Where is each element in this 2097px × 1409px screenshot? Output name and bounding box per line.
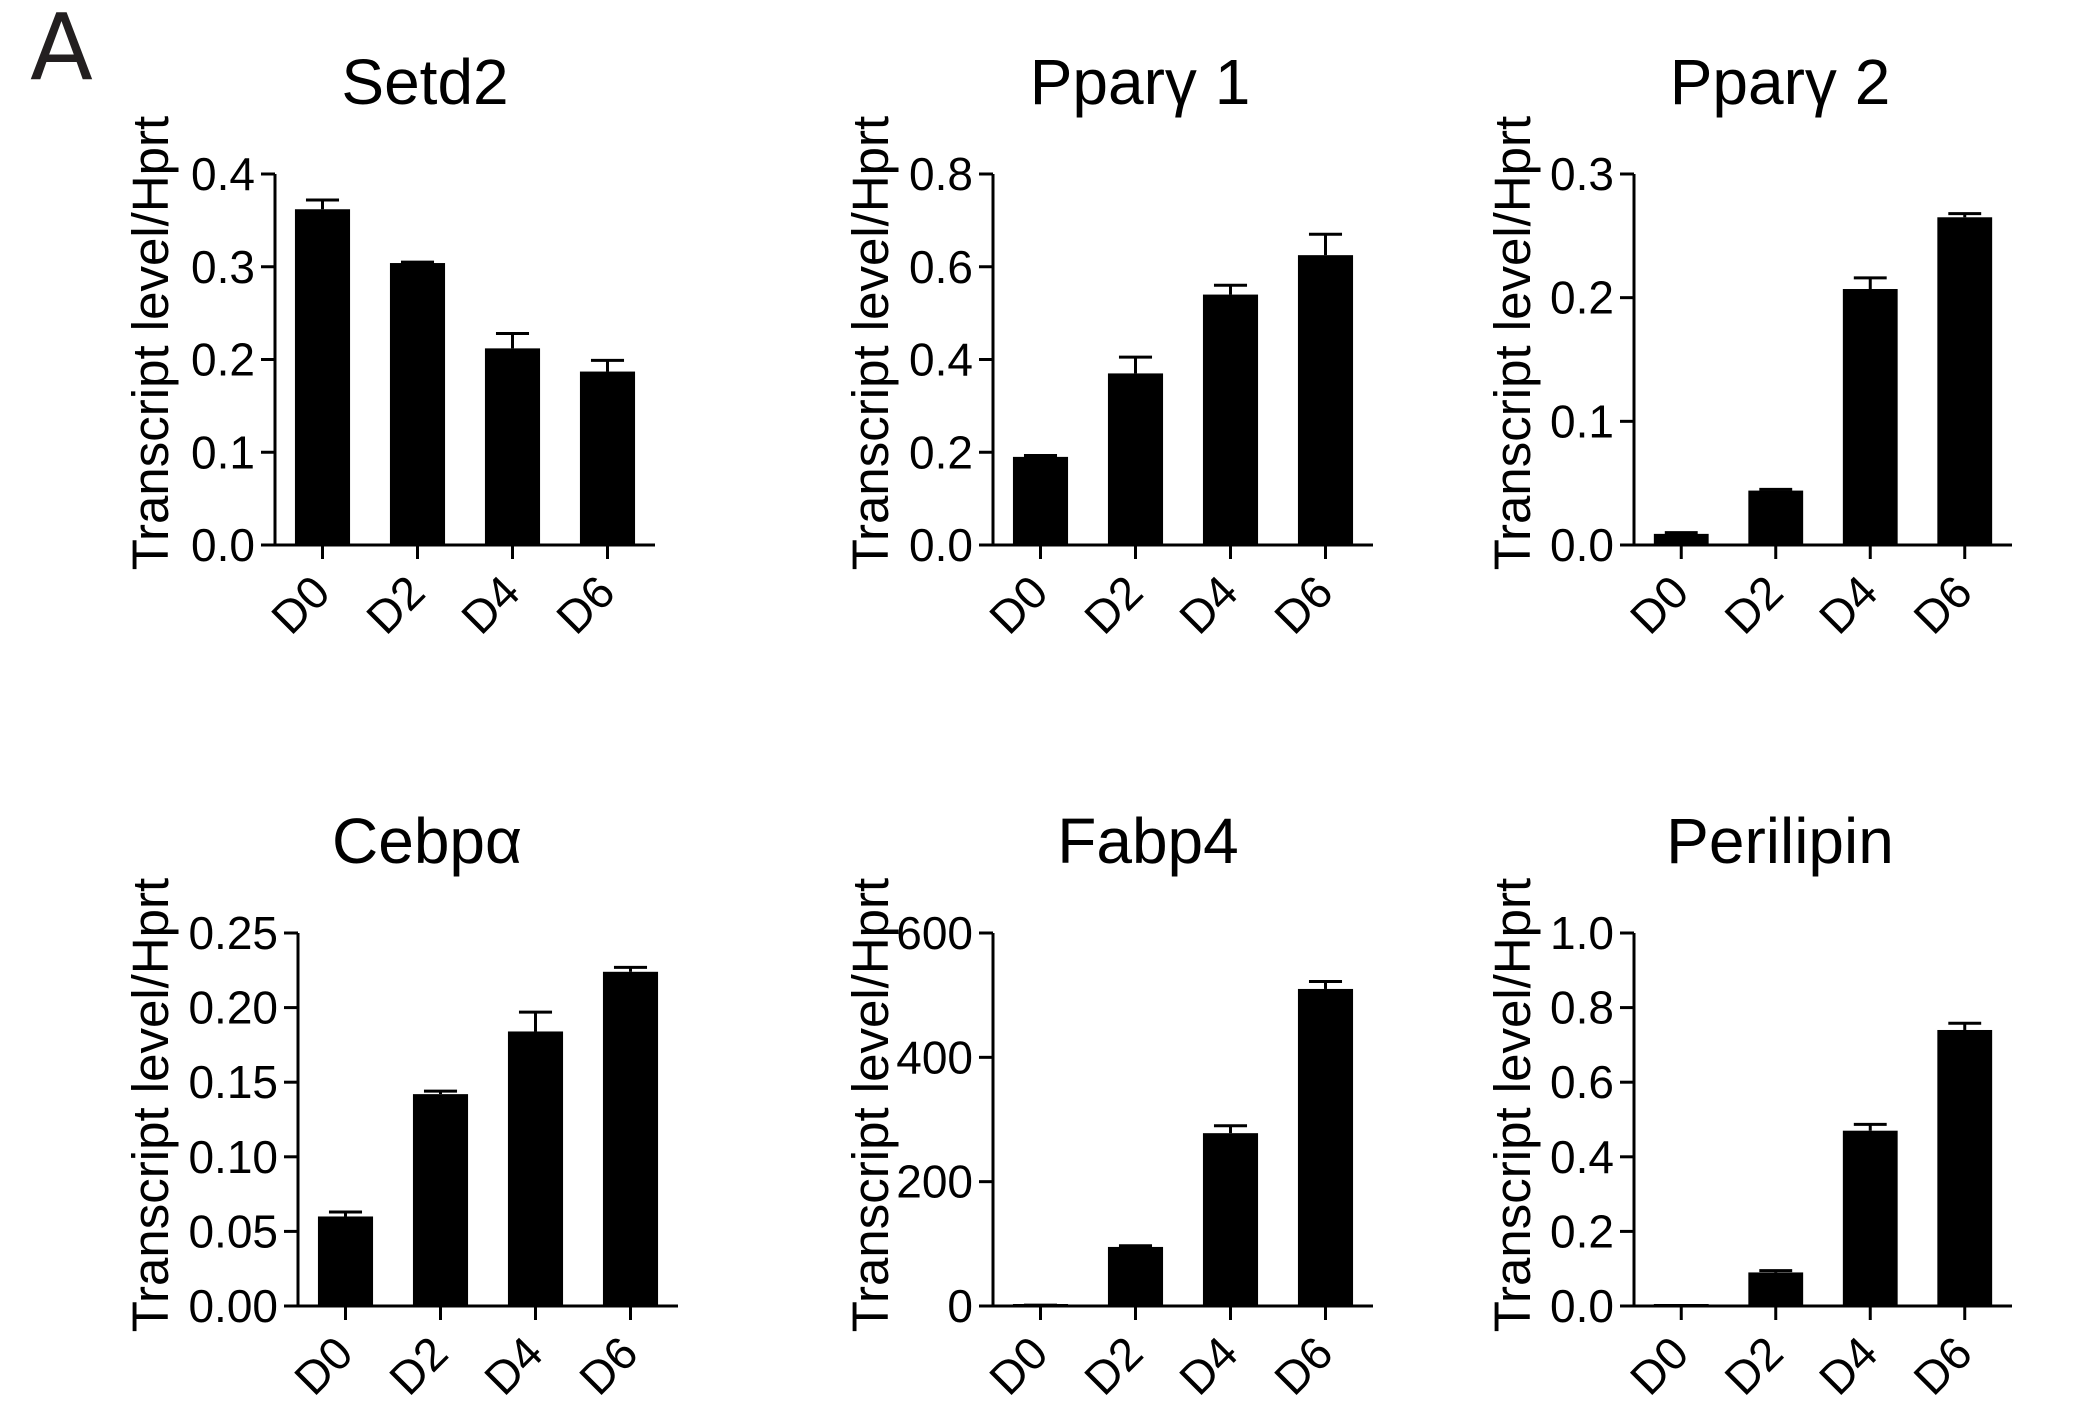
x-tick-label: D6 xyxy=(1264,1326,1342,1404)
y-tick-label: 0.3 xyxy=(191,241,255,293)
y-tick-label: 0.2 xyxy=(1550,1205,1614,1257)
chart-1: Setd2 Transcript level/Hprt 0.0 0.1 0.2 0.3 0.… xyxy=(122,46,655,644)
y-tick-label: 0.2 xyxy=(1550,272,1614,324)
bar-d6 xyxy=(579,371,636,545)
x-tick-label: D0 xyxy=(1620,565,1698,643)
y-axis-label: Transcript level/Hprt xyxy=(842,116,899,570)
chart-6: Perilipin Transcript level/Hprt 0.0 0.2 0.4 0… xyxy=(1484,805,2012,1405)
chart-2: Pparγ 1 Transcript level/Hprt 0.0 0.2 0.4 0.6… xyxy=(842,46,1373,644)
y-tick-label: 0.2 xyxy=(191,334,255,386)
panel-label: A xyxy=(30,0,93,101)
y-tick-label: 0.0 xyxy=(1550,1280,1614,1332)
y-axis-label: Transcript level/Hprt xyxy=(122,116,179,570)
bar-d4 xyxy=(1842,1130,1898,1306)
y-tick-label: 0.0 xyxy=(909,519,973,571)
x-tick-label: D2 xyxy=(1714,1326,1792,1404)
chart-title: Pparγ 1 xyxy=(1030,46,1251,118)
bar-d0 xyxy=(317,1216,374,1306)
x-tick-label: D0 xyxy=(979,565,1057,643)
y-tick-label: 0.6 xyxy=(1550,1056,1614,1108)
bar-d0 xyxy=(1653,1304,1709,1306)
y-tick-label: 0.1 xyxy=(191,426,255,478)
chart-title: Setd2 xyxy=(341,46,508,118)
y-axis-label: Transcript level/Hprt xyxy=(842,878,899,1332)
x-tick-label: D6 xyxy=(1903,565,1981,643)
x-tick-label: D6 xyxy=(1903,1326,1981,1404)
y-tick-label: 0.05 xyxy=(188,1205,278,1257)
x-tick-label: D0 xyxy=(979,1326,1057,1404)
y-tick-label: 0.4 xyxy=(1550,1131,1614,1183)
bar-d2 xyxy=(1748,490,1804,545)
x-tick-label: D2 xyxy=(356,565,434,643)
chart-title: Perilipin xyxy=(1666,805,1894,877)
chart-title: Fabp4 xyxy=(1057,805,1238,877)
y-tick-label: 0.3 xyxy=(1550,148,1614,200)
y-axis-label: Transcript level/Hprt xyxy=(122,878,179,1332)
x-tick-label: D4 xyxy=(1169,1326,1247,1404)
y-tick-label: 0.4 xyxy=(909,334,973,386)
y-tick-label: 1.0 xyxy=(1550,907,1614,959)
chart-4: Cebpα Transcript level/Hprt 0.00 0.05 0.10 0.… xyxy=(122,805,678,1405)
y-tick-label: 0.2 xyxy=(909,426,973,478)
bar-d6 xyxy=(1297,255,1354,545)
bar-d2 xyxy=(1107,373,1164,545)
x-tick-label: D4 xyxy=(1809,565,1887,643)
y-tick-label: 200 xyxy=(896,1156,973,1208)
bar-d6 xyxy=(1937,1029,1993,1306)
x-tick-label: D6 xyxy=(546,565,624,643)
y-tick-label: 400 xyxy=(896,1031,973,1083)
chart-3: Pparγ 2 Transcript level/Hprt 0.0 0.1 0.2 0.3… xyxy=(1484,46,2012,644)
bar-d6 xyxy=(1937,217,1993,546)
bar-d4 xyxy=(1202,1133,1259,1306)
y-tick-label: 600 xyxy=(896,907,973,959)
x-tick-label: D6 xyxy=(1264,565,1342,643)
y-tick-label: 0.15 xyxy=(188,1056,278,1108)
y-tick-label: 0.25 xyxy=(188,907,278,959)
y-tick-label: 0.00 xyxy=(188,1280,278,1332)
x-tick-label: D4 xyxy=(451,565,529,643)
y-tick-label: 0.6 xyxy=(909,241,973,293)
x-tick-label: D2 xyxy=(1714,565,1792,643)
x-tick-label: D4 xyxy=(1169,565,1247,643)
x-tick-label: D0 xyxy=(261,565,339,643)
x-tick-label: D2 xyxy=(1074,565,1152,643)
y-tick-label: 0.8 xyxy=(1550,982,1614,1034)
bar-d2 xyxy=(412,1094,469,1306)
x-tick-label: D2 xyxy=(1074,1326,1152,1404)
chart-5: Fabp4 Transcript level/Hprt 0 200 400 600 D0 D2… xyxy=(842,805,1373,1405)
x-tick-label: D4 xyxy=(1809,1326,1887,1404)
x-tick-label: D0 xyxy=(1620,1326,1698,1404)
bar-d2 xyxy=(1748,1272,1804,1306)
x-tick-label: D6 xyxy=(569,1326,647,1404)
y-tick-label: 0.4 xyxy=(191,148,255,200)
y-tick-label: 0.0 xyxy=(1550,519,1614,571)
chart-title: Pparγ 2 xyxy=(1670,46,1891,118)
y-tick-label: 0 xyxy=(947,1280,973,1332)
x-tick-label: D0 xyxy=(284,1326,362,1404)
bar-d2 xyxy=(389,263,446,545)
x-tick-label: D2 xyxy=(379,1326,457,1404)
bar-d4 xyxy=(484,348,541,545)
bar-d4 xyxy=(1842,289,1898,545)
bar-d0 xyxy=(1653,533,1709,545)
y-axis-label: Transcript level/Hprt xyxy=(1484,116,1541,570)
bar-d4 xyxy=(507,1031,564,1306)
y-tick-label: 0.20 xyxy=(188,982,278,1034)
bar-d6 xyxy=(1297,988,1354,1306)
y-tick-label: 0.10 xyxy=(188,1131,278,1183)
y-axis-label: Transcript level/Hprt xyxy=(1484,878,1541,1332)
chart-title: Cebpα xyxy=(332,805,522,877)
bar-d6 xyxy=(602,971,659,1306)
y-tick-label: 0.1 xyxy=(1550,395,1614,447)
bar-d2 xyxy=(1107,1246,1164,1306)
y-tick-label: 0.0 xyxy=(191,519,255,571)
y-tick-label: 0.8 xyxy=(909,148,973,200)
bar-d0 xyxy=(294,209,351,545)
bar-d0 xyxy=(1012,456,1069,545)
bar-d4 xyxy=(1202,294,1259,545)
x-tick-label: D4 xyxy=(474,1326,552,1404)
